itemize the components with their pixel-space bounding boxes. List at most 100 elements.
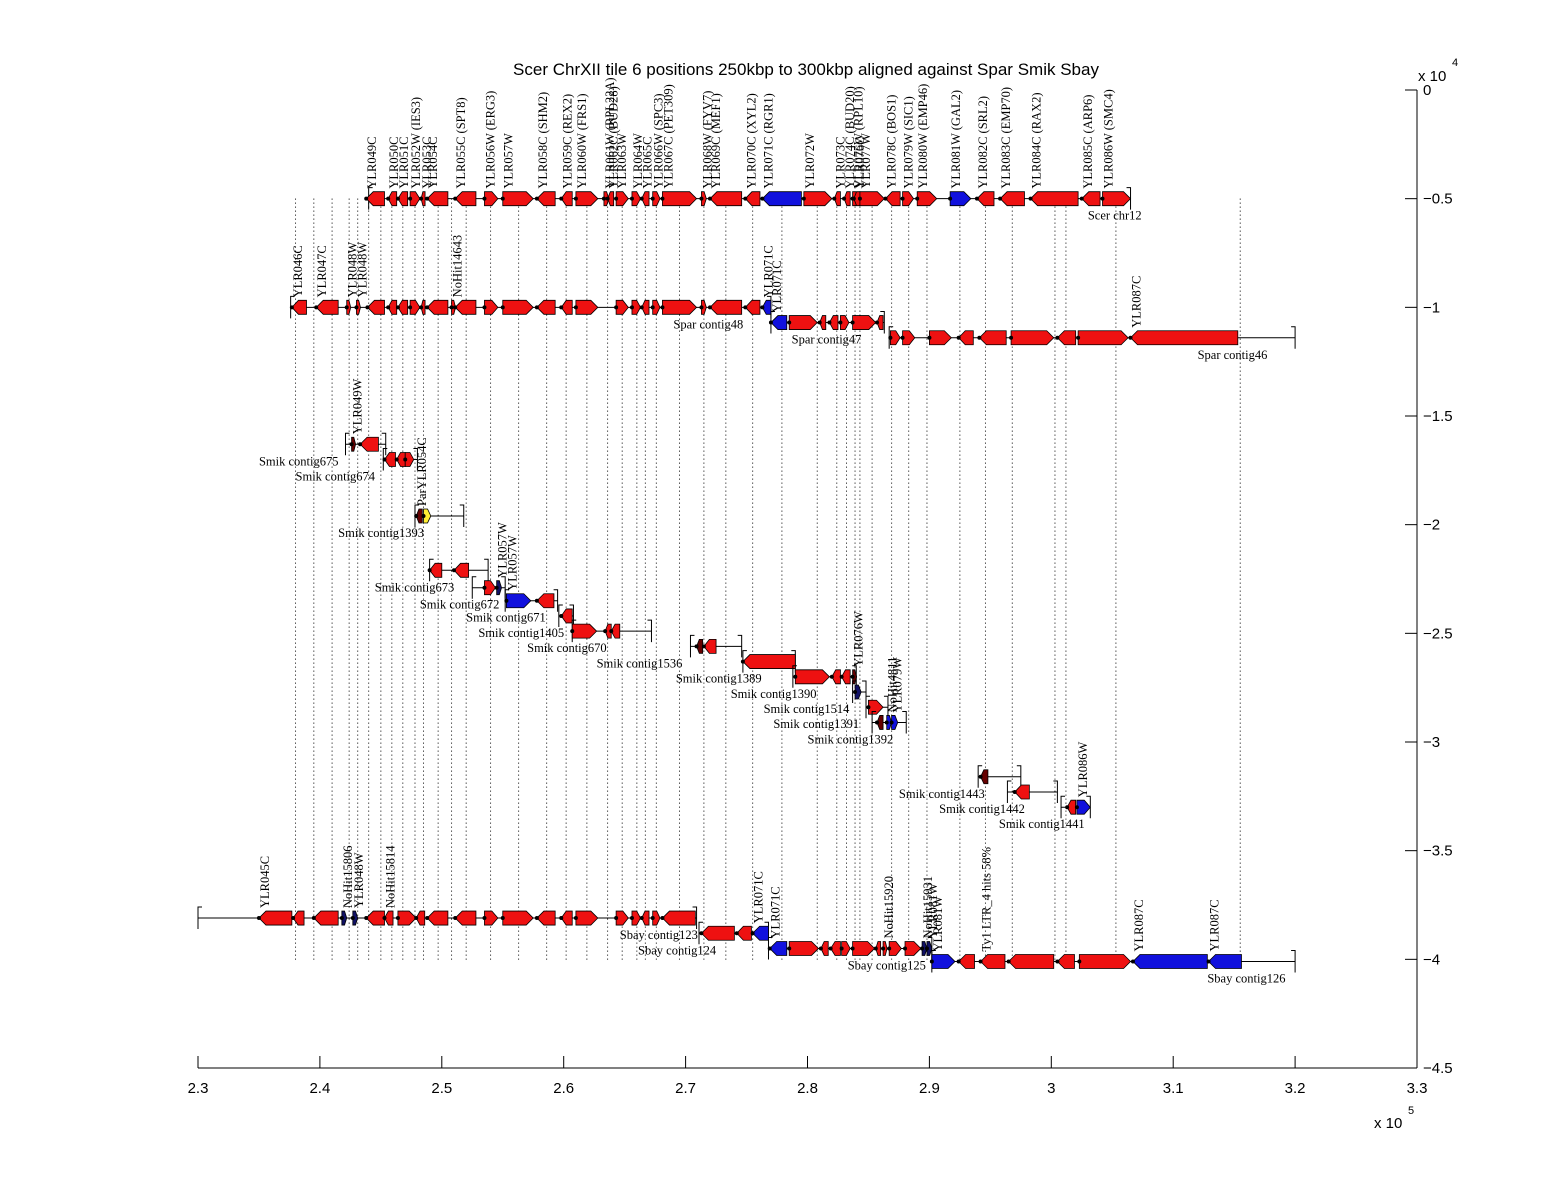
gene-boundary-dot bbox=[601, 196, 606, 201]
gene-boundary-dot bbox=[395, 305, 400, 310]
gene-boundary-dot bbox=[650, 916, 655, 921]
gene-arrow bbox=[902, 330, 916, 346]
contig-track: Smik contig1514 bbox=[764, 680, 867, 716]
gene-arrow bbox=[841, 941, 851, 956]
gene-arrow bbox=[426, 299, 449, 315]
gene-label: YLR047C bbox=[315, 245, 329, 297]
gene-boundary-dot bbox=[1100, 196, 1105, 201]
gene-arrow bbox=[496, 580, 502, 596]
gene-arrow bbox=[876, 315, 884, 330]
contig-end-bracket bbox=[569, 604, 574, 627]
gene-boundary-dot bbox=[614, 305, 619, 310]
gene-boundary-dot bbox=[699, 305, 704, 310]
gene-arrow bbox=[840, 315, 850, 330]
gene-boundary-dot bbox=[1012, 789, 1017, 794]
gene-boundary-dot bbox=[768, 320, 773, 325]
gene-arrow bbox=[696, 638, 704, 654]
gene-boundary-dot bbox=[365, 305, 370, 310]
gene-arrow bbox=[854, 684, 862, 700]
gene-arrow bbox=[359, 436, 379, 452]
gene-boundary-dot bbox=[915, 196, 920, 201]
contig-label: Smik contig672 bbox=[420, 598, 500, 612]
gene-arrow bbox=[1076, 799, 1091, 815]
contig-label: Smik contig1443 bbox=[899, 787, 985, 801]
x-tick-label: 2.7 bbox=[675, 1080, 696, 1097]
contig-start-bracket bbox=[792, 665, 797, 688]
gene-boundary-dot bbox=[881, 946, 886, 951]
contig-label: Smik contig1441 bbox=[999, 817, 1085, 831]
gene-boundary-dot bbox=[853, 690, 858, 695]
gene-boundary-dot bbox=[707, 305, 712, 310]
contig-end-bracket bbox=[381, 432, 387, 456]
gene-label: NoHit15806 bbox=[341, 846, 355, 909]
contig-label: Sbay contig126 bbox=[1207, 972, 1285, 986]
gene-boundary-dot bbox=[494, 585, 499, 590]
gene-boundary-dot bbox=[453, 916, 458, 921]
gene-boundary-dot bbox=[421, 513, 426, 518]
gene-boundary-dot bbox=[419, 305, 424, 310]
gene-boundary-dot bbox=[414, 513, 419, 518]
gene-label: YLR080W (EMP46) bbox=[916, 84, 930, 189]
gene-boundary-dot bbox=[1079, 196, 1084, 201]
gene-boundary-dot bbox=[1028, 196, 1033, 201]
gene-arrow bbox=[575, 299, 599, 315]
gene-arrow bbox=[1008, 954, 1055, 969]
x-tick-label: 2.4 bbox=[309, 1080, 330, 1097]
y-tick-label: −4.5 bbox=[1423, 1060, 1453, 1077]
gene-boundary-dot bbox=[701, 644, 706, 649]
contig-track: Smik contig1536 bbox=[597, 634, 743, 670]
gene-arrow bbox=[1102, 191, 1132, 207]
contig-label: Smik contig1514 bbox=[764, 702, 851, 716]
contig-start-bracket bbox=[767, 936, 773, 960]
contig-track: ParYLR054C Smik contig1393 bbox=[338, 437, 465, 540]
gene-boundary-dot bbox=[350, 916, 355, 921]
gene-arrow bbox=[1132, 954, 1208, 969]
gene-boundary-dot bbox=[1065, 805, 1070, 810]
gene-arrow bbox=[1081, 191, 1101, 207]
gene-boundary-dot bbox=[408, 305, 413, 310]
y-exponent-label: 4 bbox=[1452, 57, 1458, 69]
contig-label: Smik contig1405 bbox=[478, 626, 564, 640]
gene-boundary-dot bbox=[382, 916, 387, 921]
gene-boundary-dot bbox=[828, 946, 833, 951]
gene-arrow bbox=[709, 191, 743, 207]
gene-boundary-dot bbox=[629, 916, 634, 921]
gene-boundary-dot bbox=[873, 946, 878, 951]
contig-end-bracket bbox=[647, 619, 652, 643]
gene-boundary-dot bbox=[977, 335, 982, 340]
gene-boundary-dot bbox=[425, 305, 430, 310]
gene-arrow bbox=[652, 910, 661, 926]
gene-arrow bbox=[931, 954, 956, 969]
gene-label: NoHit15814 bbox=[384, 845, 398, 908]
contig-end-bracket bbox=[737, 634, 743, 658]
gene-boundary-dot bbox=[1130, 959, 1135, 964]
gene-boundary-dot bbox=[760, 305, 765, 310]
contig-track: Smik contig1405 bbox=[478, 604, 574, 640]
contig-end-bracket bbox=[459, 504, 465, 527]
gene-arrow bbox=[1056, 954, 1075, 969]
contig-end-bracket bbox=[1126, 187, 1132, 210]
contig-label: Smik contig671 bbox=[466, 611, 546, 625]
contig-label: Spar contig46 bbox=[1198, 348, 1268, 362]
gene-label: YLR083C (EMP70) bbox=[999, 87, 1013, 189]
gene-arrow bbox=[926, 941, 933, 956]
gene-boundary-dot bbox=[660, 196, 665, 201]
gene-label: YLR084C (RAX2) bbox=[1030, 92, 1044, 188]
contig-track: YLR087C Spar contig46 bbox=[888, 276, 1296, 362]
gene-arrow bbox=[1078, 954, 1132, 969]
gene-label: YLR071C bbox=[752, 871, 766, 923]
gene-arrow bbox=[454, 299, 477, 315]
gene-arrow bbox=[859, 191, 885, 207]
gene-boundary-dot bbox=[838, 320, 843, 325]
gene-arrow bbox=[852, 941, 876, 956]
gene-boundary-dot bbox=[500, 196, 505, 201]
gene-boundary-dot bbox=[573, 916, 578, 921]
gene-arrow bbox=[560, 191, 573, 207]
gene-boundary-dot bbox=[650, 196, 655, 201]
gene-boundary-dot bbox=[956, 335, 961, 340]
gene-arrow bbox=[701, 299, 707, 315]
